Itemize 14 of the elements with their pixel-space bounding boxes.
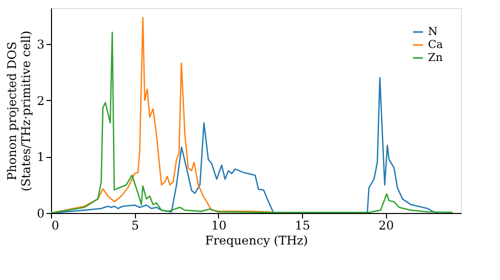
x-tick-label: 20	[378, 218, 394, 232]
legend-label: N	[428, 25, 438, 38]
x-tick-label: 0	[52, 218, 60, 232]
x-tick-label: 15	[294, 218, 310, 232]
x-axis-title: Frequency (THz)	[205, 234, 308, 248]
y-axis-title: Phonon projected DOS (States/THz·primitive cell)	[4, 30, 33, 192]
y-tick-label: 3	[36, 38, 44, 52]
x-tick-label: 5	[131, 218, 139, 232]
x-tick-label: 10	[211, 218, 226, 232]
legend-label: Zn	[428, 51, 443, 64]
y-tick-label: 1	[36, 150, 44, 164]
y-tick-label: 0	[36, 206, 44, 220]
y-tick-label: 2	[36, 94, 44, 108]
legend-label: Ca	[428, 38, 444, 51]
